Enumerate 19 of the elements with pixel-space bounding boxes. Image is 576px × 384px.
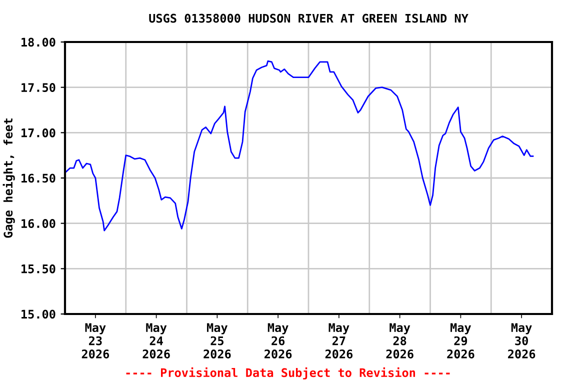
x-tick-label: May 23 2026 (82, 323, 110, 358)
x-tick-label: May 25 2026 (204, 323, 231, 358)
line-series (66, 60, 534, 232)
y-tick-label: 17.00 (22, 128, 56, 138)
x-tick-label: May 27 2026 (325, 323, 353, 358)
y-tick-label: 16.50 (22, 174, 56, 183)
x-tick-label: May 28 2026 (386, 323, 414, 358)
y-tick-label: 15.00 (22, 310, 56, 319)
y-tick-label: 18.00 (22, 38, 56, 47)
y-tick-label: 16.00 (22, 219, 56, 228)
x-tick-label: May 26 2026 (264, 323, 292, 358)
y-tick-label: 17.50 (22, 83, 56, 92)
chart-title: USGS 01358000 HUDSON RIVER AT GREEN ISLAND NY (149, 14, 468, 23)
x-tick-label: May 24 2026 (142, 323, 170, 358)
y-axis-title: Gage height, feet (2, 118, 15, 238)
x-tick-label: May 29 2026 (447, 323, 474, 358)
y-tick-label: 15.50 (22, 264, 56, 274)
x-tick-label: May 30 2026 (508, 323, 536, 358)
text: ---- Provisional Data Subject to Revision ---- (126, 367, 450, 380)
